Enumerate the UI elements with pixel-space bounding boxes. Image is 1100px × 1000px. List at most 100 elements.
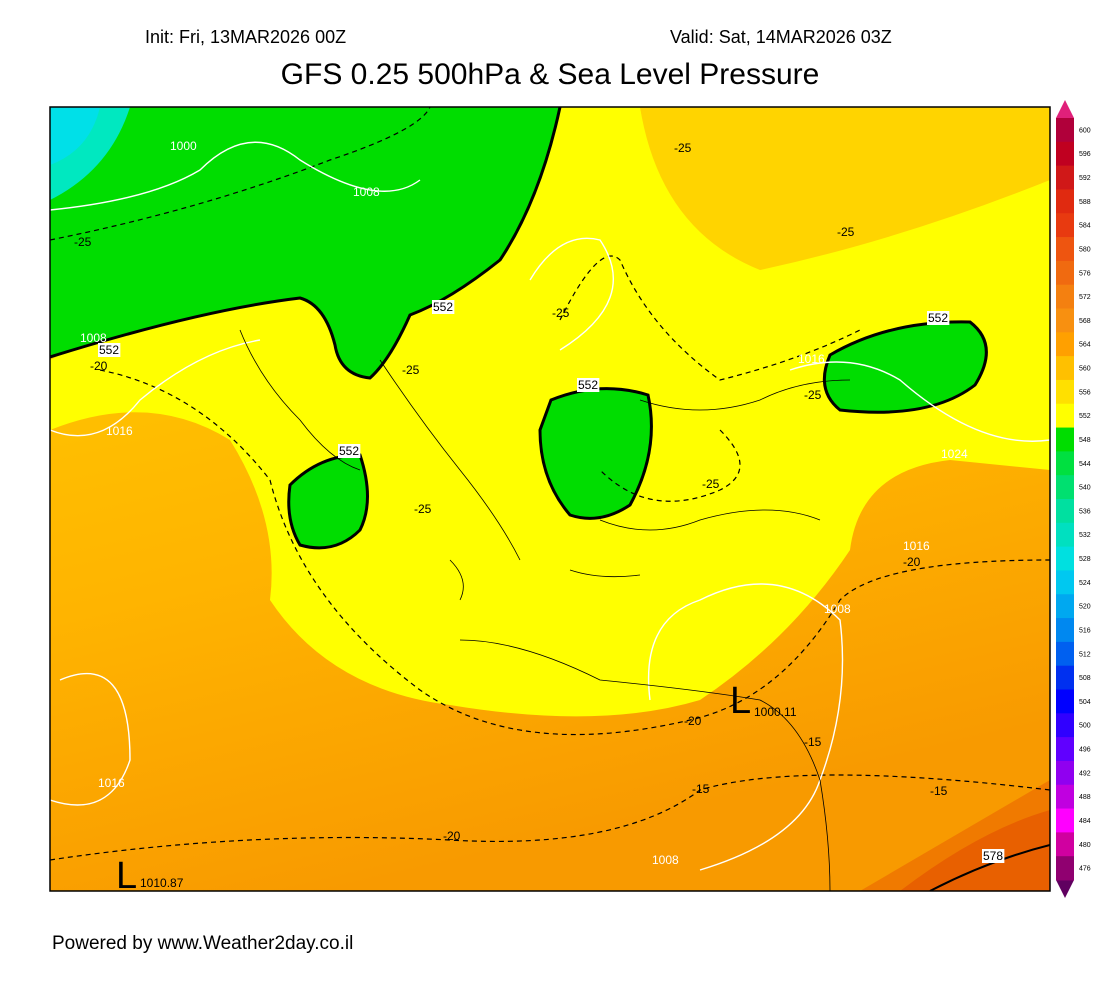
colorbar-swatch bbox=[1056, 784, 1074, 810]
contour-label: -20 bbox=[684, 714, 702, 728]
colorbar: 600 596 592 588 584 580 576 572 568 564 560 556 552 5… bbox=[1056, 100, 1091, 898]
contour-label: -20 bbox=[90, 359, 108, 373]
contour-label: 1016 bbox=[98, 776, 125, 790]
contour-label: -20 bbox=[443, 829, 461, 843]
contour-label-552: 552 bbox=[928, 311, 948, 325]
colorbar-swatch bbox=[1056, 237, 1074, 262]
colorbar-label: 484 bbox=[1079, 818, 1091, 825]
colorbar-swatch bbox=[1056, 856, 1074, 881]
contour-label: 1008 bbox=[824, 602, 851, 616]
colorbar-swatch bbox=[1056, 665, 1074, 690]
colorbar-swatch bbox=[1056, 737, 1074, 762]
colorbar-label: 520 bbox=[1079, 604, 1091, 611]
colorbar-label: 588 bbox=[1079, 199, 1091, 206]
contour-label-552: 552 bbox=[433, 300, 453, 314]
contour-label: 1008 bbox=[652, 853, 679, 867]
contour-label: -25 bbox=[804, 388, 822, 402]
colorbar-label: 592 bbox=[1079, 175, 1091, 182]
colorbar-swatch bbox=[1056, 618, 1074, 643]
colorbar-label: 544 bbox=[1079, 461, 1091, 468]
contour-label: -15 bbox=[692, 782, 710, 796]
contour-label: -25 bbox=[702, 477, 720, 491]
low-symbol: L bbox=[730, 680, 751, 722]
colorbar-swatch bbox=[1056, 284, 1074, 309]
colorbar-label: 480 bbox=[1079, 842, 1091, 849]
colorbar-label: 552 bbox=[1079, 413, 1091, 420]
contour-label: -25 bbox=[837, 225, 855, 239]
colorbar-swatch bbox=[1056, 308, 1074, 333]
colorbar-swatch bbox=[1056, 403, 1074, 429]
contour-label: 1024 bbox=[941, 447, 968, 461]
colorbar-label: 548 bbox=[1079, 437, 1091, 444]
colorbar-label: 568 bbox=[1079, 318, 1091, 325]
low-value: 1010.87 bbox=[140, 876, 184, 890]
contour-label: 1008 bbox=[353, 185, 380, 199]
colorbar-swatch bbox=[1056, 832, 1074, 857]
colorbar-swatch bbox=[1056, 475, 1074, 500]
colorbar-swatch bbox=[1056, 594, 1074, 619]
colorbar-swatch bbox=[1056, 546, 1074, 571]
colorbar-swatch bbox=[1056, 356, 1074, 381]
contour-label-552: 552 bbox=[578, 378, 598, 392]
colorbar-top-arrow bbox=[1056, 100, 1074, 118]
contour-label-552: 552 bbox=[339, 444, 359, 458]
colorbar-label: 572 bbox=[1079, 294, 1091, 301]
contour-label: -25 bbox=[674, 141, 692, 155]
colorbar-swatch bbox=[1056, 641, 1074, 667]
contour-label: -25 bbox=[414, 502, 432, 516]
colorbar-swatch bbox=[1056, 165, 1074, 190]
colorbar-swatch bbox=[1056, 379, 1074, 405]
label-box bbox=[927, 311, 950, 325]
contour-label: -25 bbox=[402, 363, 420, 377]
contour-label: 1000 bbox=[170, 139, 197, 153]
label-box bbox=[982, 849, 1005, 863]
label-box bbox=[98, 343, 121, 357]
colorbar-label: 488 bbox=[1079, 794, 1091, 801]
colorbar-label: 580 bbox=[1079, 246, 1091, 253]
colorbar-swatch bbox=[1056, 189, 1074, 214]
contour-label-552: 552 bbox=[99, 343, 119, 357]
colorbar-label: 504 bbox=[1079, 699, 1091, 706]
colorbar-swatch bbox=[1056, 451, 1074, 476]
contour-label: -15 bbox=[804, 735, 822, 749]
contour-labels: 1000 1008 -25 1008 552 -20 1016 552 -25 … bbox=[74, 139, 1005, 897]
colorbar-bottom-arrow bbox=[1056, 880, 1074, 898]
contour-label: -25 bbox=[74, 235, 92, 249]
contour-label: 1016 bbox=[798, 352, 825, 366]
colorbar-swatch bbox=[1056, 118, 1074, 143]
colorbar-label: 576 bbox=[1079, 270, 1091, 277]
colorbar-swatch bbox=[1056, 213, 1074, 238]
colorbar-swatch bbox=[1056, 427, 1074, 452]
colorbar-label: 492 bbox=[1079, 770, 1091, 777]
colorbar-swatch bbox=[1056, 713, 1074, 738]
contour-label: 1016 bbox=[903, 539, 930, 553]
contour-label: -15 bbox=[930, 784, 948, 798]
colorbar-label: 524 bbox=[1079, 580, 1091, 587]
colorbar-label: 476 bbox=[1079, 866, 1091, 873]
low-value: 1000.11 bbox=[754, 705, 797, 719]
colorbar-swatch bbox=[1056, 808, 1074, 833]
map-title: GFS 0.25 500hPa & Sea Level Pressure bbox=[281, 58, 820, 91]
label-box bbox=[577, 378, 600, 392]
contour-label: 1016 bbox=[106, 424, 133, 438]
label-box bbox=[432, 300, 455, 314]
colorbar-swatch bbox=[1056, 499, 1074, 524]
contour-label: 1008 bbox=[80, 331, 107, 345]
colorbar-label: 532 bbox=[1079, 532, 1091, 539]
colorbar-label: 496 bbox=[1079, 747, 1091, 754]
colorbar-label: 556 bbox=[1079, 389, 1091, 396]
colorbar-swatch bbox=[1056, 689, 1074, 714]
low-symbol: L bbox=[116, 855, 137, 897]
colorbar-label: 512 bbox=[1079, 651, 1091, 658]
init-time: Init: Fri, 13MAR2026 00Z bbox=[145, 27, 346, 47]
colorbar-label: 584 bbox=[1079, 223, 1091, 230]
label-box bbox=[338, 444, 361, 458]
colorbar-swatch bbox=[1056, 760, 1074, 786]
colorbar-label: 540 bbox=[1079, 485, 1091, 492]
colorbar-swatch bbox=[1056, 522, 1074, 548]
footer: Powered by www.Weather2day.co.il bbox=[52, 933, 353, 954]
colorbar-label: 516 bbox=[1079, 627, 1091, 634]
colorbar-swatch bbox=[1056, 332, 1074, 357]
colorbar-label: 508 bbox=[1079, 675, 1091, 682]
